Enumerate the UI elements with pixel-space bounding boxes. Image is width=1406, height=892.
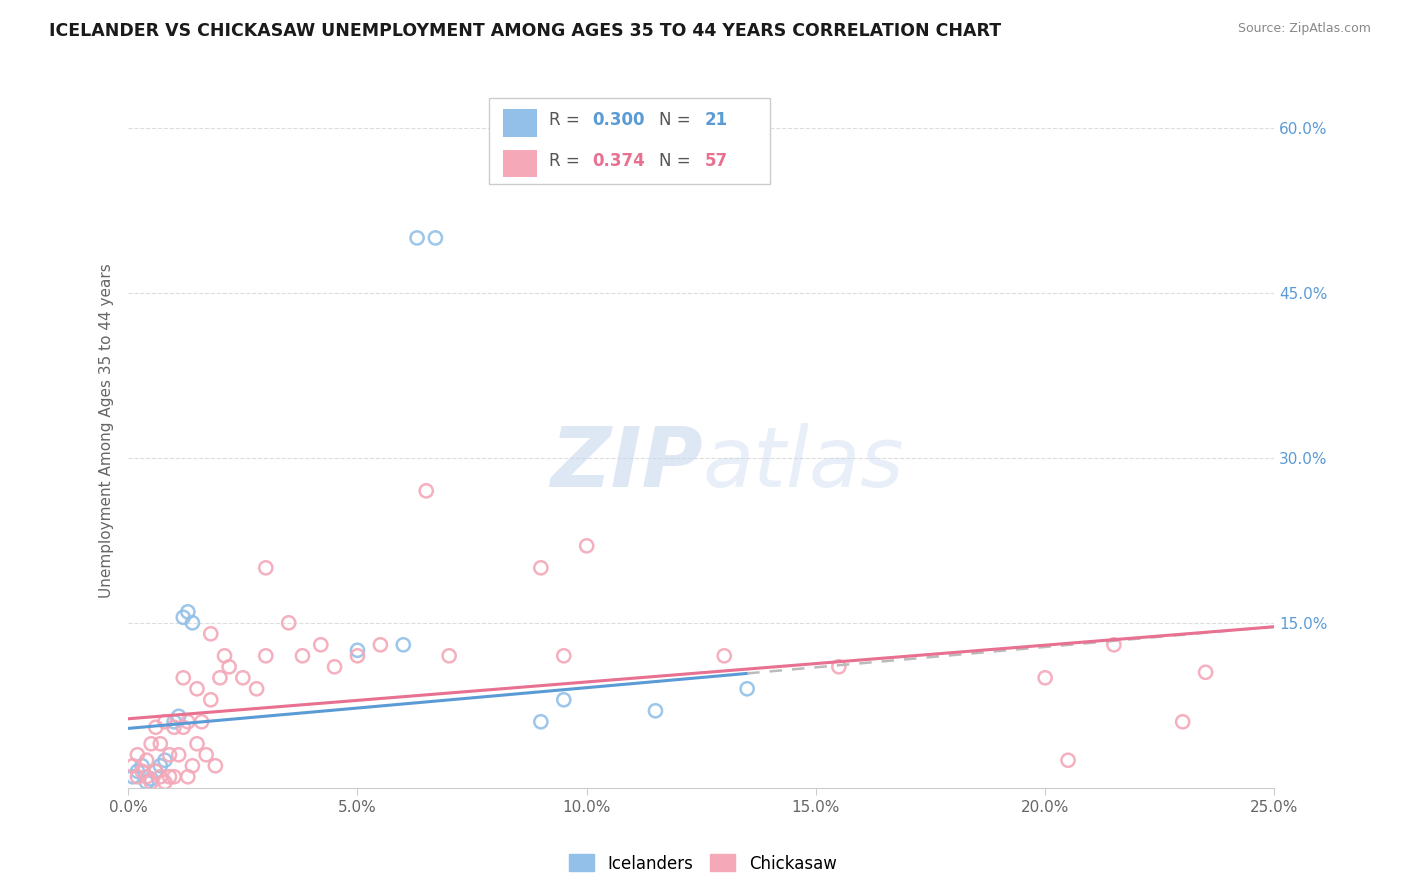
Point — [172, 610, 194, 624]
Point — [195, 747, 218, 762]
Point — [277, 615, 299, 630]
Point — [141, 772, 163, 786]
Text: Source: ZipAtlas.com: Source: ZipAtlas.com — [1237, 22, 1371, 36]
Text: ZIP: ZIP — [550, 424, 703, 504]
Point — [145, 764, 167, 779]
Legend: Icelanders, Chickasaw: Icelanders, Chickasaw — [562, 847, 844, 880]
Point — [346, 648, 368, 663]
Point — [218, 660, 240, 674]
Point — [208, 671, 231, 685]
Point — [131, 764, 153, 779]
Point — [127, 764, 149, 779]
Point — [135, 775, 157, 789]
Point — [163, 720, 186, 734]
Point — [163, 714, 186, 729]
Point — [149, 758, 172, 772]
Point — [713, 648, 735, 663]
Point — [309, 638, 332, 652]
Text: 0.374: 0.374 — [592, 153, 645, 170]
Point — [254, 561, 277, 575]
FancyBboxPatch shape — [503, 150, 537, 177]
Point — [153, 714, 176, 729]
Point — [145, 720, 167, 734]
Point — [127, 770, 149, 784]
Point — [291, 648, 314, 663]
Point — [135, 770, 157, 784]
Text: 21: 21 — [704, 112, 728, 129]
Point — [214, 648, 236, 663]
Point — [323, 660, 346, 674]
Point — [200, 627, 222, 641]
Point — [735, 681, 758, 696]
Point — [177, 605, 200, 619]
Point — [149, 737, 172, 751]
Point — [415, 483, 437, 498]
Point — [828, 660, 851, 674]
Point — [163, 770, 186, 784]
Point — [190, 714, 212, 729]
Text: atlas: atlas — [703, 424, 904, 504]
Text: ICELANDER VS CHICKASAW UNEMPLOYMENT AMONG AGES 35 TO 44 YEARS CORRELATION CHART: ICELANDER VS CHICKASAW UNEMPLOYMENT AMON… — [49, 22, 1001, 40]
FancyBboxPatch shape — [503, 110, 537, 136]
Point — [145, 764, 167, 779]
Point — [172, 671, 194, 685]
Point — [246, 681, 269, 696]
Point — [1171, 714, 1194, 729]
Text: R =: R = — [548, 153, 579, 170]
Text: 0.300: 0.300 — [592, 112, 645, 129]
Point — [153, 753, 176, 767]
Point — [392, 638, 415, 652]
Point — [575, 539, 598, 553]
Point — [254, 648, 277, 663]
Point — [131, 758, 153, 772]
Text: R =: R = — [548, 112, 579, 129]
Point — [141, 775, 163, 789]
Point — [530, 714, 553, 729]
FancyBboxPatch shape — [489, 98, 770, 184]
Point — [406, 231, 429, 245]
Point — [177, 714, 200, 729]
Text: N =: N = — [659, 112, 690, 129]
Point — [1057, 753, 1080, 767]
Point — [232, 671, 254, 685]
Point — [181, 615, 204, 630]
Point — [121, 770, 143, 784]
Point — [153, 775, 176, 789]
Point — [200, 693, 222, 707]
Point — [553, 648, 575, 663]
Point — [346, 643, 368, 657]
Point — [437, 648, 460, 663]
Point — [1033, 671, 1056, 685]
Text: N =: N = — [659, 153, 690, 170]
Point — [553, 693, 575, 707]
Point — [181, 758, 204, 772]
Point — [167, 709, 190, 723]
Point — [1102, 638, 1125, 652]
Point — [121, 758, 143, 772]
Point — [172, 720, 194, 734]
Point — [127, 747, 149, 762]
Point — [530, 561, 553, 575]
Point — [204, 758, 226, 772]
Point — [186, 681, 208, 696]
Point — [141, 737, 163, 751]
Point — [159, 747, 181, 762]
Point — [159, 770, 181, 784]
Point — [370, 638, 392, 652]
Point — [425, 231, 447, 245]
Point — [186, 737, 208, 751]
Point — [177, 770, 200, 784]
Point — [167, 747, 190, 762]
Y-axis label: Unemployment Among Ages 35 to 44 years: Unemployment Among Ages 35 to 44 years — [100, 263, 114, 598]
Point — [149, 770, 172, 784]
Point — [1194, 665, 1216, 680]
Point — [135, 753, 157, 767]
Point — [644, 704, 666, 718]
Text: 57: 57 — [704, 153, 728, 170]
